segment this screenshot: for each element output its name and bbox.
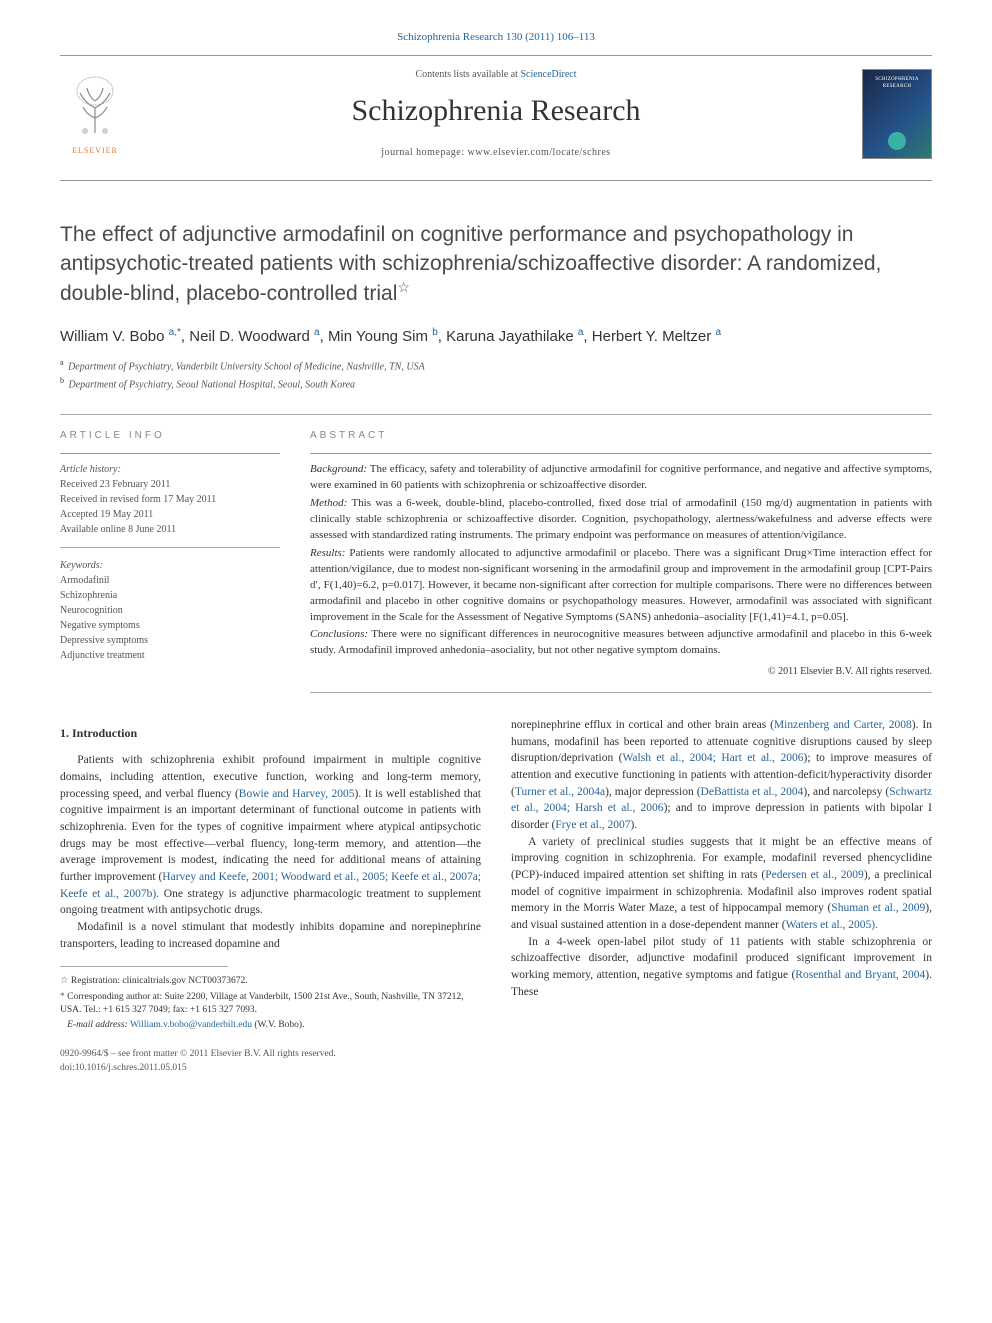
citation-link[interactable]: Frye et al., 2007 — [555, 819, 630, 831]
masthead: ELSEVIER Contents lists available at Sci… — [60, 60, 932, 176]
author-3-aff[interactable]: b — [432, 327, 438, 338]
homepage-url: www.elsevier.com/locate/schres — [468, 147, 611, 158]
title-footnote-star-icon[interactable]: ☆ — [397, 279, 410, 295]
abstract-panel: ABSTRACT Background: The efficacy, safet… — [310, 429, 932, 693]
citation-link[interactable]: Waters et al., 2005). — [786, 919, 878, 931]
author-2-aff[interactable]: a — [314, 327, 320, 338]
contents-line: Contents lists available at ScienceDirec… — [130, 68, 862, 82]
author-5-aff[interactable]: a — [715, 327, 721, 338]
journal-cover-thumbnail: SCHIZOPHRENIA RESEARCH — [862, 69, 932, 159]
homepage-line: journal homepage: www.elsevier.com/locat… — [130, 146, 862, 160]
citation-link[interactable]: Bowie and Harvey, 2005 — [239, 788, 355, 800]
keywords-label: Keywords: — [60, 558, 280, 573]
history-item: Available online 8 June 2011 — [60, 522, 280, 537]
abstract-heading: ABSTRACT — [310, 429, 932, 443]
keywords-block: Keywords: Armodafinil Schizophrenia Neur… — [60, 558, 280, 663]
abstract-body: Background: The efficacy, safety and tol… — [310, 462, 932, 693]
citation-link[interactable]: Minzenberg and Carter, 2008 — [774, 719, 912, 731]
body-para-4: A variety of preclinical studies suggest… — [511, 834, 932, 934]
citation-link[interactable]: Shuman et al., 2009 — [831, 902, 925, 914]
author-3: Min Young Sim — [328, 328, 428, 345]
citation-link[interactable]: Pedersen et al., 2009 — [765, 869, 864, 881]
elsevier-tree-icon — [65, 73, 125, 143]
email-link[interactable]: William.v.bobo@vanderbilt.edu — [130, 1020, 252, 1030]
article-info-heading: ARTICLE INFO — [60, 429, 280, 443]
journal-title: Schizophrenia Research — [130, 90, 862, 132]
history-item: Received 23 February 2011 — [60, 477, 280, 492]
footnote-rule — [60, 966, 228, 967]
citation-header: Schizophrenia Research 130 (2011) 106–11… — [60, 30, 932, 45]
history-block: Article history: Received 23 February 20… — [60, 462, 280, 548]
keyword: Neurocognition — [60, 603, 280, 618]
meta-row: ARTICLE INFO Article history: Received 2… — [60, 414, 932, 693]
masthead-bottom-rule — [60, 180, 932, 181]
abstract-conclusions: Conclusions: There were no significant d… — [310, 627, 932, 659]
author-1-aff[interactable]: a,* — [169, 327, 181, 338]
sciencedirect-link[interactable]: ScienceDirect — [520, 69, 576, 80]
abstract-background: Background: The efficacy, safety and tol… — [310, 462, 932, 494]
citation-link[interactable]: DeBattista et al., 2004 — [701, 786, 804, 798]
issn-line: 0920-9964/$ – see front matter © 2011 El… — [60, 1048, 932, 1061]
footnote-registration: ☆ Registration: clinicaltrials.gov NCT00… — [60, 975, 481, 988]
footnote-corresponding: * Corresponding author at: Suite 2200, V… — [60, 991, 481, 1018]
bottom-meta: 0920-9964/$ – see front matter © 2011 El… — [60, 1048, 932, 1075]
citation-link[interactable]: Walsh et al., 2004; Hart et al., 2006 — [623, 752, 804, 764]
footnote-email: E-mail address: William.v.bobo@vanderbil… — [60, 1019, 481, 1032]
doi-line: doi:10.1016/j.schres.2011.05.015 — [60, 1062, 932, 1075]
keyword: Adjunctive treatment — [60, 648, 280, 663]
body-text: 1. Introduction Patients with schizophre… — [60, 717, 932, 1033]
publisher-logo: ELSEVIER — [60, 74, 130, 154]
keyword: Armodafinil — [60, 573, 280, 588]
affiliations: a Department of Psychiatry, Vanderbilt U… — [60, 357, 932, 392]
body-para-2: Modafinil is a novel stimulant that mode… — [60, 919, 481, 952]
abstract-method: Method: This was a 6-week, double-blind,… — [310, 496, 932, 544]
affiliation-a: a Department of Psychiatry, Vanderbilt U… — [60, 357, 932, 374]
body-para-3: norepinephrine efflux in cortical and ot… — [511, 717, 932, 834]
history-item: Accepted 19 May 2011 — [60, 507, 280, 522]
abstract-results: Results: Patients were randomly allocate… — [310, 546, 932, 626]
citation-link[interactable]: Schizophrenia Research 130 (2011) 106–11… — [397, 31, 595, 43]
article-title: The effect of adjunctive armodafinil on … — [60, 221, 932, 308]
article-info-panel: ARTICLE INFO Article history: Received 2… — [60, 429, 280, 693]
contents-prefix: Contents lists available at — [415, 69, 520, 80]
affiliation-b: b Department of Psychiatry, Seoul Nation… — [60, 375, 932, 392]
body-para-5: In a 4-week open-label pilot study of 11… — [511, 934, 932, 1001]
author-4: Karuna Jayathilake — [446, 328, 574, 345]
article-title-text: The effect of adjunctive armodafinil on … — [60, 223, 881, 305]
history-label: Article history: — [60, 462, 280, 477]
citation-link[interactable]: Rosenthal and Bryant, 2004 — [795, 969, 925, 981]
keyword: Depressive symptoms — [60, 633, 280, 648]
author-1: William V. Bobo — [60, 328, 165, 345]
abstract-copyright: © 2011 Elsevier B.V. All rights reserved… — [310, 665, 932, 680]
keyword: Schizophrenia — [60, 588, 280, 603]
homepage-prefix: journal homepage: — [381, 147, 467, 158]
author-list: William V. Bobo a,*, Neil D. Woodward a,… — [60, 326, 932, 347]
citation-link[interactable]: Turner et al., 2004a — [515, 786, 605, 798]
section-1-heading: 1. Introduction — [60, 725, 481, 742]
keyword: Negative symptoms — [60, 618, 280, 633]
author-5: Herbert Y. Meltzer — [592, 328, 712, 345]
author-2: Neil D. Woodward — [189, 328, 310, 345]
body-para-1: Patients with schizophrenia exhibit prof… — [60, 752, 481, 919]
publisher-label: ELSEVIER — [65, 145, 125, 156]
history-item: Received in revised form 17 May 2011 — [60, 492, 280, 507]
cover-text: SCHIZOPHRENIA RESEARCH — [863, 70, 931, 90]
author-4-aff[interactable]: a — [578, 327, 584, 338]
top-rule — [60, 55, 932, 56]
footnotes: ☆ Registration: clinicaltrials.gov NCT00… — [60, 975, 481, 1032]
